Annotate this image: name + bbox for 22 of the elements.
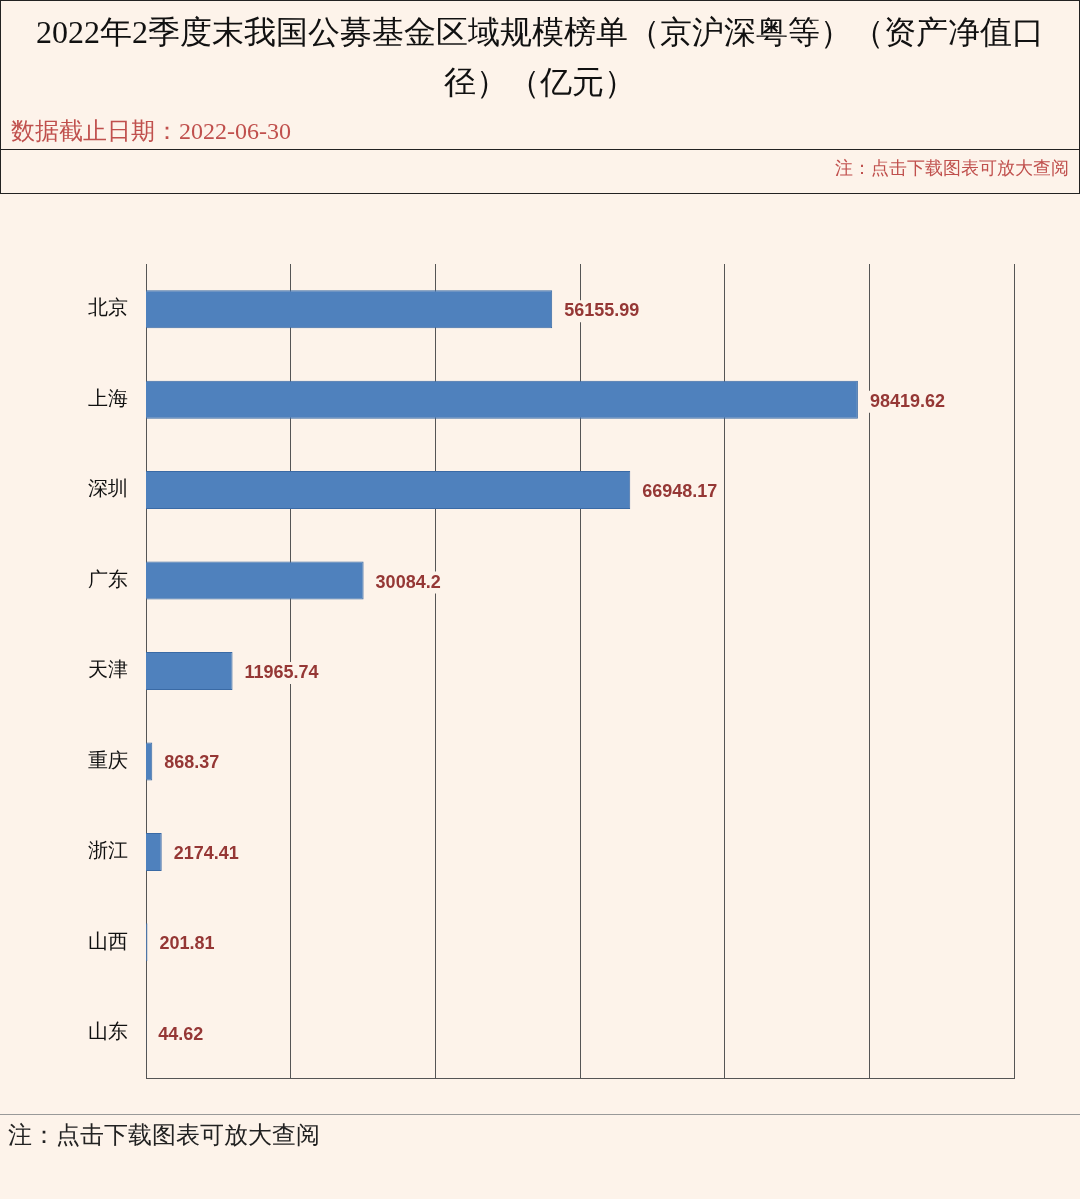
- text: 注：点击下载图表可放大查阅: [0, 1114, 1080, 1155]
- data-label: 11965.74: [244, 661, 319, 682]
- text: 数据截止日期：2022-06-30: [10, 117, 292, 146]
- text: 注：点击下载图表可放大查阅: [1, 149, 1079, 193]
- data-label: 30084.2: [375, 571, 441, 592]
- y-tick-label: 山东: [88, 1020, 128, 1043]
- chart-title: 2022年2季度末我国公募基金区域规模榜单（京沪深粤等）（资产净值口径）（亿元）: [35, 13, 1045, 102]
- y-tick-label: 天津: [88, 658, 128, 681]
- y-tick-label: 重庆: [88, 748, 128, 771]
- y-tick-label: 广东: [88, 567, 128, 590]
- y-tick-label: 浙江: [88, 839, 128, 862]
- data-label: 98419.62: [869, 390, 945, 411]
- y-tick-label: 北京: [88, 296, 128, 319]
- y-tick-label: 深圳: [88, 477, 128, 500]
- data-label: 2174.41: [173, 842, 239, 863]
- data-label: 201.81: [159, 933, 215, 954]
- data-label: 66948.17: [642, 481, 718, 502]
- data-label: 44.62: [158, 1023, 204, 1044]
- y-tick-label: 山西: [88, 929, 128, 952]
- y-tick-label: 上海: [88, 386, 128, 409]
- data-label: 56155.99: [564, 300, 640, 321]
- data-label: 868.37: [164, 752, 220, 773]
